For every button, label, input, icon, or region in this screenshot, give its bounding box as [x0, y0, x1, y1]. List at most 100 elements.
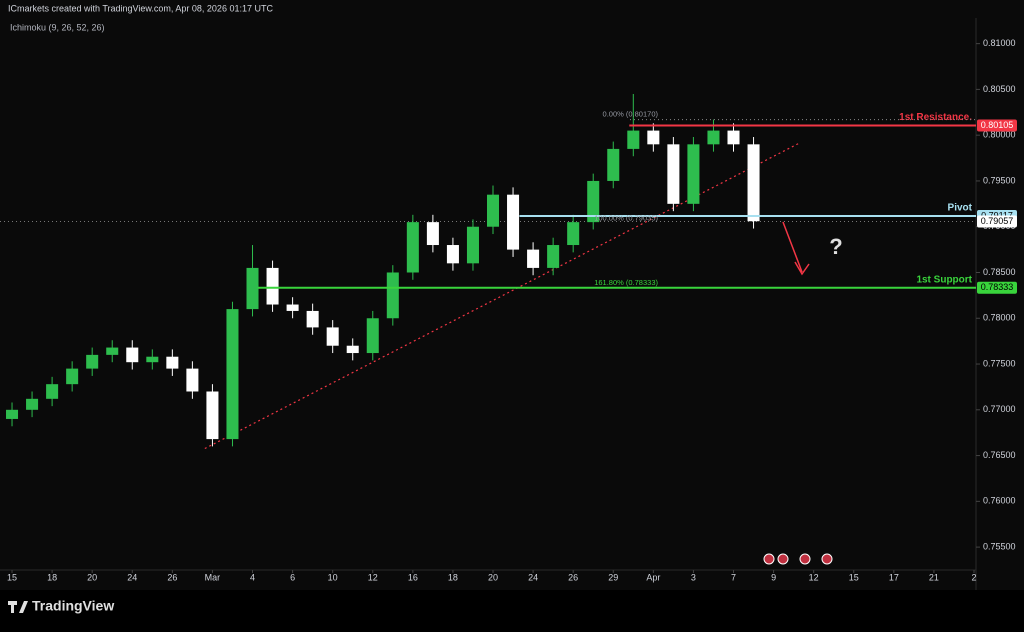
- event-icon: [763, 553, 775, 565]
- x-tick-label: 6: [290, 572, 295, 582]
- candle-body: [587, 180, 600, 223]
- x-tick-label: 9: [771, 572, 776, 582]
- price-tag: [977, 281, 1017, 294]
- price-tag-label: 0.78333: [981, 282, 1014, 292]
- annotation: ?: [829, 234, 842, 259]
- candle-body: [326, 327, 339, 346]
- candle-body: [86, 354, 99, 369]
- candle-body: [667, 144, 680, 204]
- y-tick-label: 0.76000: [983, 496, 1016, 506]
- candle-body: [466, 226, 479, 264]
- candle-body: [146, 356, 159, 363]
- background: [0, 0, 1024, 590]
- x-tick-label: 7: [731, 572, 736, 582]
- candle-body: [527, 249, 540, 268]
- candle-body: [547, 245, 560, 268]
- x-tick-label: 15: [7, 572, 17, 582]
- candle-body: [507, 194, 520, 250]
- footer-bar: [0, 590, 1024, 627]
- candle-body: [647, 130, 660, 145]
- x-tick-label: 29: [608, 572, 618, 582]
- level-name: Pivot: [948, 203, 973, 214]
- level-name: 1st Resistance.: [899, 112, 972, 123]
- y-tick-label: 0.76500: [983, 450, 1016, 460]
- event-icons: [763, 553, 833, 565]
- down-arrow: [782, 221, 810, 276]
- x-tick-label: 10: [328, 572, 338, 582]
- event-icon: [799, 553, 811, 565]
- x-tick-label: 24: [528, 572, 538, 582]
- candle-body: [206, 391, 219, 440]
- logo: TradingView: [8, 598, 114, 614]
- candle-body: [366, 318, 379, 354]
- level-name: 1st Support: [916, 274, 972, 285]
- candle-body: [386, 272, 399, 319]
- candle-body: [126, 347, 139, 363]
- candle-body: [186, 368, 199, 392]
- y-tick-label: 0.81000: [983, 38, 1016, 48]
- x-tick-label: 2: [971, 572, 976, 582]
- candle-body: [486, 194, 500, 227]
- price-tag: [977, 215, 1017, 228]
- event-icon: [821, 553, 833, 565]
- candle-body: [346, 345, 359, 354]
- x-tick-label: 20: [87, 572, 97, 582]
- candle-body: [707, 130, 720, 145]
- y-tick-label: 0.78500: [983, 267, 1016, 277]
- price-tag: [977, 119, 1017, 132]
- candle-body: [687, 144, 700, 204]
- candle-body: [607, 148, 620, 181]
- candle-body: [6, 409, 19, 419]
- candle-body: [286, 304, 299, 311]
- logo-icon: [8, 601, 28, 613]
- x-tick-label: 17: [889, 572, 899, 582]
- candle-body: [306, 310, 319, 328]
- x-tick-label: 12: [809, 572, 819, 582]
- x-tick-label: 24: [127, 572, 137, 582]
- fib-label: 0.00% (0.80170): [603, 110, 659, 119]
- attribution: ICmarkets created with TradingView.com, …: [8, 3, 273, 13]
- y-tick-label: 0.77000: [983, 404, 1016, 414]
- x-tick-label: 4: [250, 572, 255, 582]
- candle-body: [446, 245, 459, 264]
- candle-body: [747, 144, 760, 222]
- candle-body: [727, 130, 740, 145]
- price-tag-label: 0.79057: [981, 216, 1014, 226]
- candle-body: [46, 384, 59, 399]
- candle-body: [106, 347, 119, 355]
- y-tick-label: 0.77500: [983, 358, 1016, 368]
- x-tick-label: 16: [408, 572, 418, 582]
- candle-body: [567, 222, 580, 246]
- candle-body: [406, 222, 419, 273]
- fib-label: 100.00% (0.79035): [594, 213, 658, 222]
- x-tick-label: 18: [47, 572, 57, 582]
- x-tick-label: Mar: [205, 572, 221, 582]
- candle-body: [226, 309, 239, 440]
- x-tick-label: 21: [929, 572, 939, 582]
- price-tag-label: 0.80105: [981, 120, 1014, 130]
- x-tick-label: 12: [368, 572, 378, 582]
- candle-body: [166, 356, 179, 369]
- candle-body: [66, 368, 79, 385]
- x-tick-label: Apr: [646, 572, 660, 582]
- x-tick-label: 15: [849, 572, 859, 582]
- candle-body: [266, 267, 279, 305]
- y-tick-label: 0.80000: [983, 130, 1016, 140]
- y-tick-label: 0.78000: [983, 313, 1016, 323]
- x-tick-label: 18: [448, 572, 458, 582]
- event-icon: [777, 553, 789, 565]
- trendline: [204, 142, 800, 450]
- candle-body: [426, 222, 439, 246]
- x-tick-label: 3: [691, 572, 696, 582]
- candle-body: [246, 267, 259, 310]
- y-tick-label: 0.80500: [983, 84, 1016, 94]
- y-tick-label: 0.79500: [983, 175, 1016, 185]
- x-tick-label: 26: [167, 572, 177, 582]
- candle-body: [26, 398, 39, 410]
- x-tick-label: 20: [488, 572, 498, 582]
- indicator-label: Ichimoku (9, 26, 52, 26): [10, 22, 105, 32]
- brand: TradingView: [32, 598, 114, 614]
- x-tick-label: 26: [568, 572, 578, 582]
